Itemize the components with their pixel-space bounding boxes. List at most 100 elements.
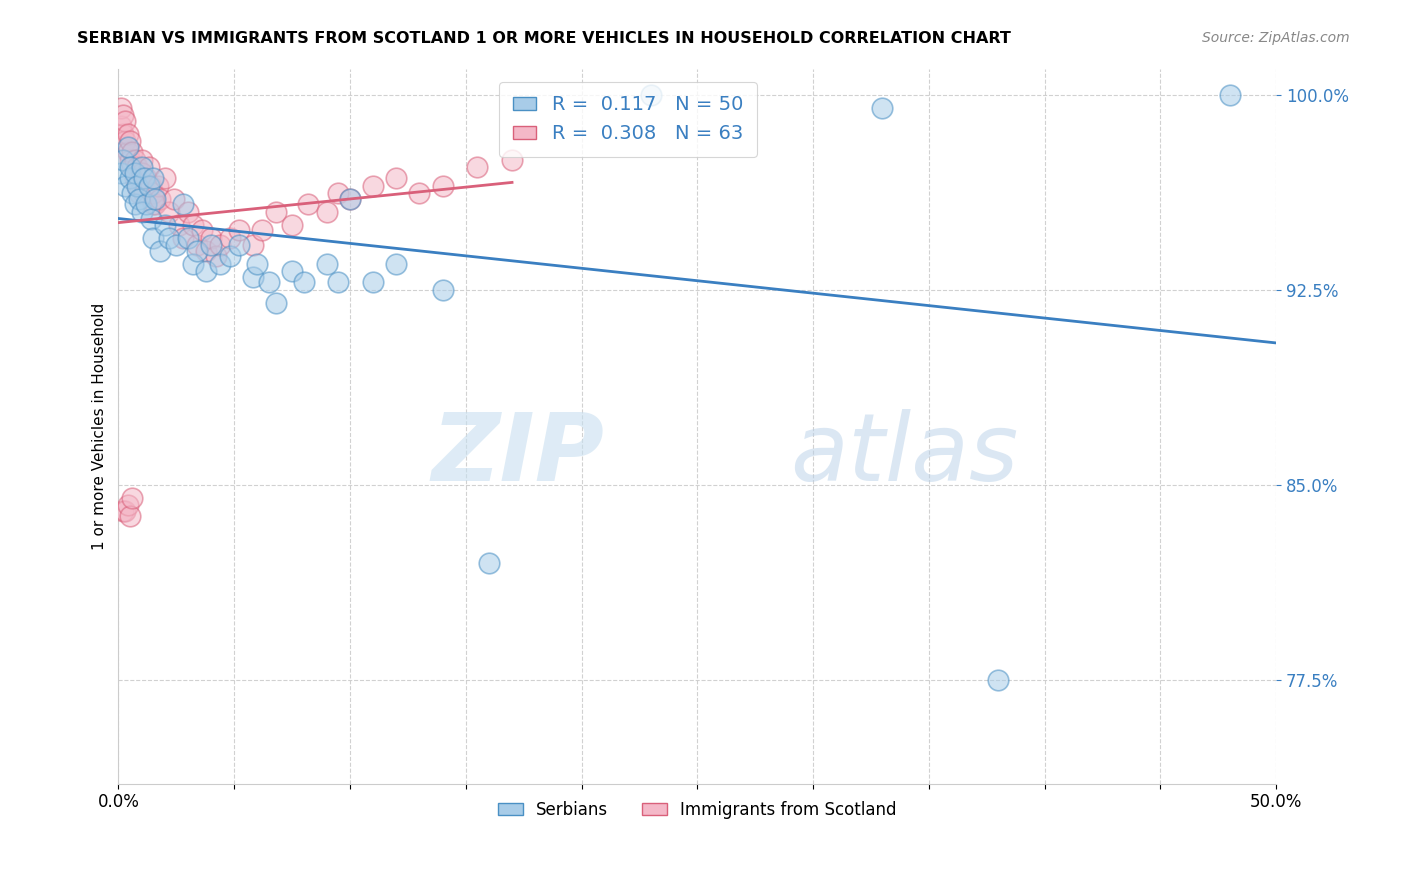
Point	[172, 196, 194, 211]
Point	[204, 249, 226, 263]
Point	[125, 178, 148, 193]
Point	[131, 161, 153, 175]
Point	[124, 196, 146, 211]
Point	[121, 491, 143, 505]
Point	[139, 212, 162, 227]
Point	[228, 238, 250, 252]
Point	[118, 170, 141, 185]
Point	[114, 134, 136, 148]
Point	[157, 230, 180, 244]
Point	[110, 165, 132, 179]
Point	[408, 186, 430, 201]
Point	[987, 673, 1010, 687]
Point	[142, 186, 165, 201]
Point	[149, 192, 172, 206]
Point	[153, 170, 176, 185]
Point	[315, 204, 337, 219]
Point	[128, 186, 150, 201]
Point	[501, 153, 523, 167]
Point	[157, 204, 180, 219]
Point	[432, 178, 454, 193]
Point	[135, 196, 157, 211]
Point	[218, 249, 240, 263]
Point	[125, 161, 148, 175]
Point	[112, 503, 135, 517]
Point	[132, 170, 155, 185]
Point	[131, 165, 153, 179]
Point	[361, 275, 384, 289]
Point	[195, 244, 218, 258]
Point	[228, 223, 250, 237]
Point	[124, 165, 146, 179]
Point	[1219, 87, 1241, 102]
Point	[118, 153, 141, 167]
Point	[209, 238, 232, 252]
Text: Source: ZipAtlas.com: Source: ZipAtlas.com	[1202, 31, 1350, 45]
Point	[281, 264, 304, 278]
Point	[297, 196, 319, 211]
Point	[131, 153, 153, 167]
Point	[124, 153, 146, 167]
Point	[145, 192, 167, 206]
Point	[328, 275, 350, 289]
Point	[478, 556, 501, 570]
Point	[167, 218, 190, 232]
Point	[145, 196, 167, 211]
Point	[165, 238, 187, 252]
Point	[118, 134, 141, 148]
Point	[163, 192, 186, 206]
Point	[112, 108, 135, 122]
Point	[209, 256, 232, 270]
Point	[195, 264, 218, 278]
Point	[135, 170, 157, 185]
Point	[242, 269, 264, 284]
Text: SERBIAN VS IMMIGRANTS FROM SCOTLAND 1 OR MORE VEHICLES IN HOUSEHOLD CORRELATION : SERBIAN VS IMMIGRANTS FROM SCOTLAND 1 OR…	[77, 31, 1011, 46]
Point	[118, 508, 141, 523]
Point	[200, 238, 222, 252]
Point	[121, 161, 143, 175]
Point	[361, 178, 384, 193]
Point	[114, 178, 136, 193]
Point	[132, 186, 155, 201]
Point	[281, 218, 304, 232]
Point	[465, 161, 488, 175]
Point	[242, 238, 264, 252]
Point	[142, 170, 165, 185]
Point	[149, 244, 172, 258]
Point	[339, 192, 361, 206]
Point	[181, 218, 204, 232]
Text: ZIP: ZIP	[432, 409, 605, 500]
Point	[117, 139, 139, 153]
Point	[177, 204, 200, 219]
Point	[110, 101, 132, 115]
Legend: Serbians, Immigrants from Scotland: Serbians, Immigrants from Scotland	[491, 794, 903, 825]
Point	[328, 186, 350, 201]
Point	[181, 256, 204, 270]
Point	[128, 170, 150, 185]
Point	[121, 186, 143, 201]
Point	[114, 503, 136, 517]
Point	[112, 127, 135, 141]
Point	[246, 256, 269, 270]
Point	[385, 170, 408, 185]
Point	[138, 161, 160, 175]
Point	[186, 238, 208, 252]
Point	[257, 275, 280, 289]
Point	[153, 218, 176, 232]
Point	[250, 223, 273, 237]
Point	[142, 230, 165, 244]
Point	[264, 295, 287, 310]
Point	[200, 230, 222, 244]
Point	[872, 101, 894, 115]
Text: atlas: atlas	[790, 409, 1018, 500]
Point	[117, 499, 139, 513]
Point	[125, 178, 148, 193]
Point	[114, 113, 136, 128]
Point	[118, 161, 141, 175]
Point	[117, 145, 139, 159]
Point	[138, 178, 160, 193]
Point	[218, 230, 240, 244]
Point	[131, 204, 153, 219]
Point	[172, 230, 194, 244]
Point	[191, 223, 214, 237]
